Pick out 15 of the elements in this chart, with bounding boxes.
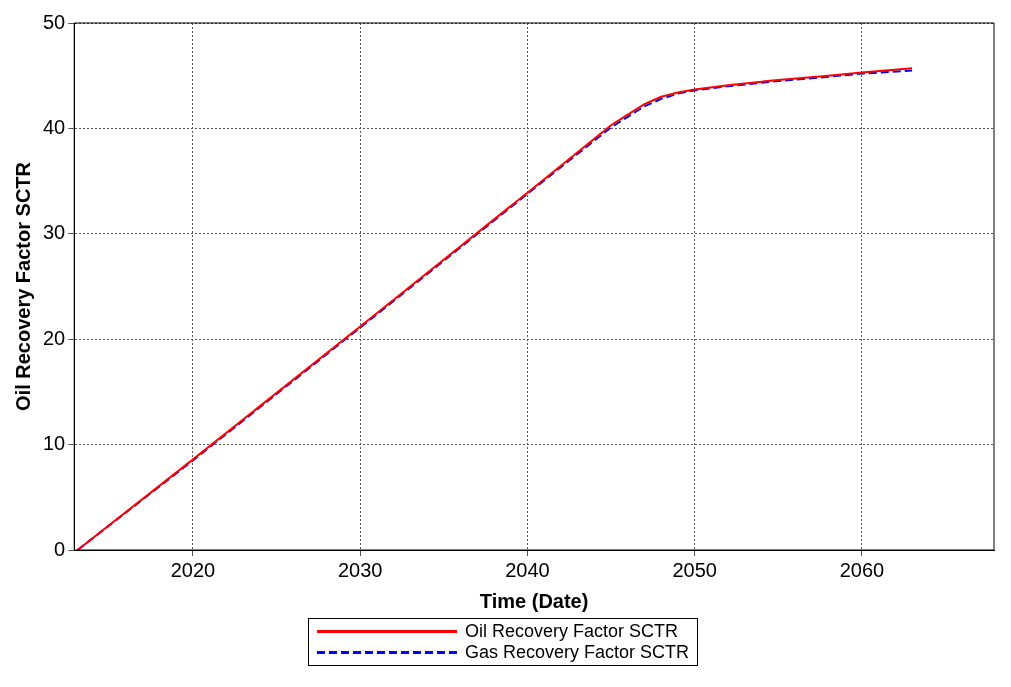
y-tick-label: 50 [43,10,66,33]
legend-label: Gas Recovery Factor SCTR [464,642,690,663]
x-tick-label: 2060 [839,558,885,581]
y-axis-title: Oil Recovery Factor SCTR [11,161,34,411]
y-tick-label: 0 [54,537,66,560]
y-tick-label: 40 [43,115,66,138]
x-tick-label: 2050 [672,558,717,581]
x-tick-label: 2020 [170,558,216,581]
x-axis-title: Time (Date) [479,589,589,612]
y-tick-label: 10 [43,432,66,455]
x-tick-label: 2040 [505,558,550,581]
x-tick-label: 2030 [337,558,383,581]
legend-label: Oil Recovery Factor SCTR [464,621,679,642]
y-tick-label: 30 [43,221,66,244]
y-tick-label: 20 [43,326,66,349]
